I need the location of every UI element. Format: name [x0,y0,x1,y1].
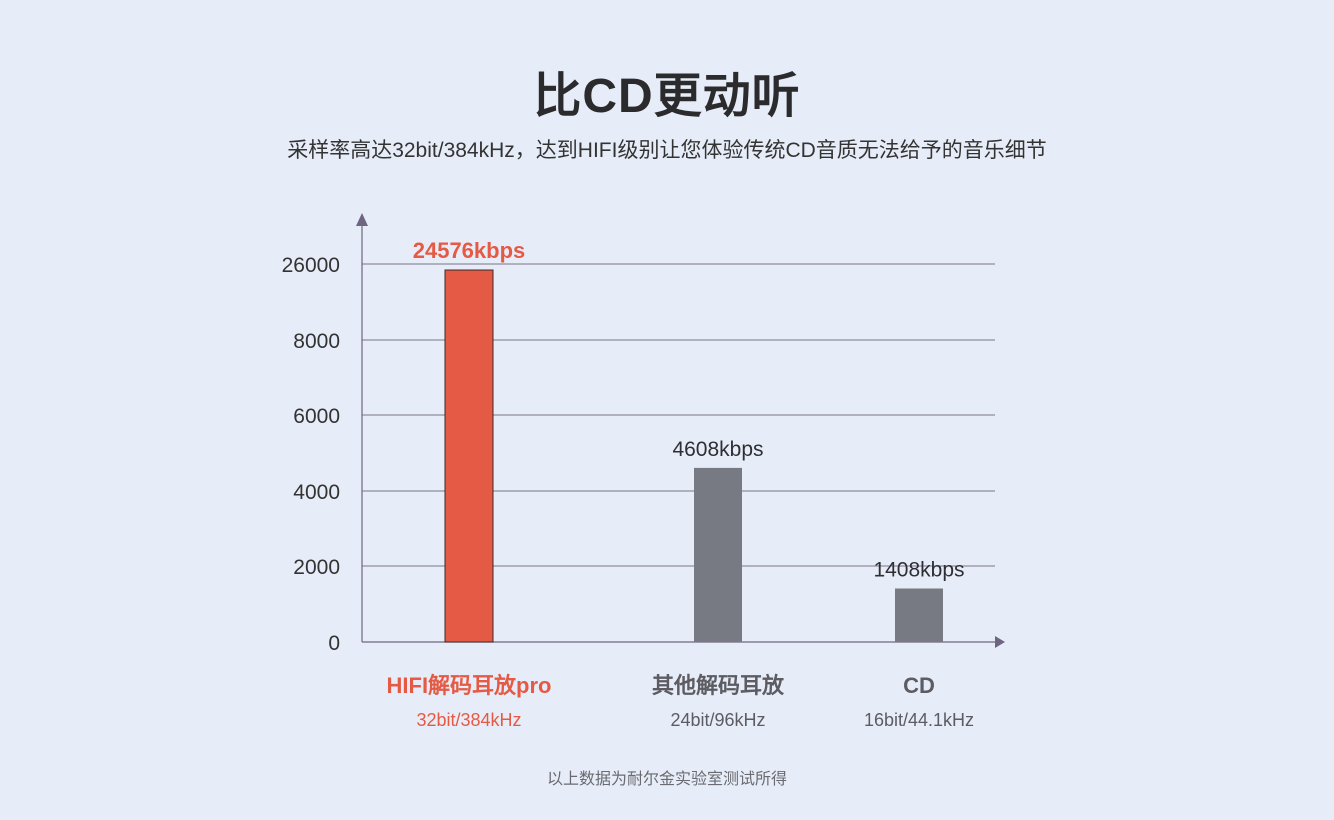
y-tick-label: 0 [328,632,340,655]
y-tick-label: 4000 [293,481,340,504]
bar [694,467,742,642]
bar-value-label: 1408kbps [873,558,964,581]
x-axis-arrow [995,636,1005,648]
bar-value-label: 24576kbps [413,238,526,263]
category-spec-label: 32bit/384kHz [416,710,521,730]
category-spec-label: 24bit/96kHz [670,710,765,730]
bar [895,588,943,642]
category-label: CD [903,673,935,698]
y-tick-label: 2000 [293,556,340,579]
category-label: 其他解码耳放 [652,673,785,698]
category-spec-label: 16bit/44.1kHz [864,710,974,730]
bar [444,269,494,643]
y-tick-label: 8000 [293,330,340,353]
y-tick-label: 6000 [293,405,340,428]
footnote: 以上数据为耐尔金实验室测试所得 [546,771,787,788]
page-subtitle: 采样率高达32bit/384kHz，达到HIFI级别让您体验传统CD音质无法给予… [287,139,1047,162]
page-title: 比CD更动听 [533,70,801,123]
y-tick-label: 26000 [282,254,340,277]
category-label: HIFI解码耳放pro [387,673,552,698]
bar-value-label: 4608kbps [672,438,763,461]
y-axis-arrow [356,213,368,226]
